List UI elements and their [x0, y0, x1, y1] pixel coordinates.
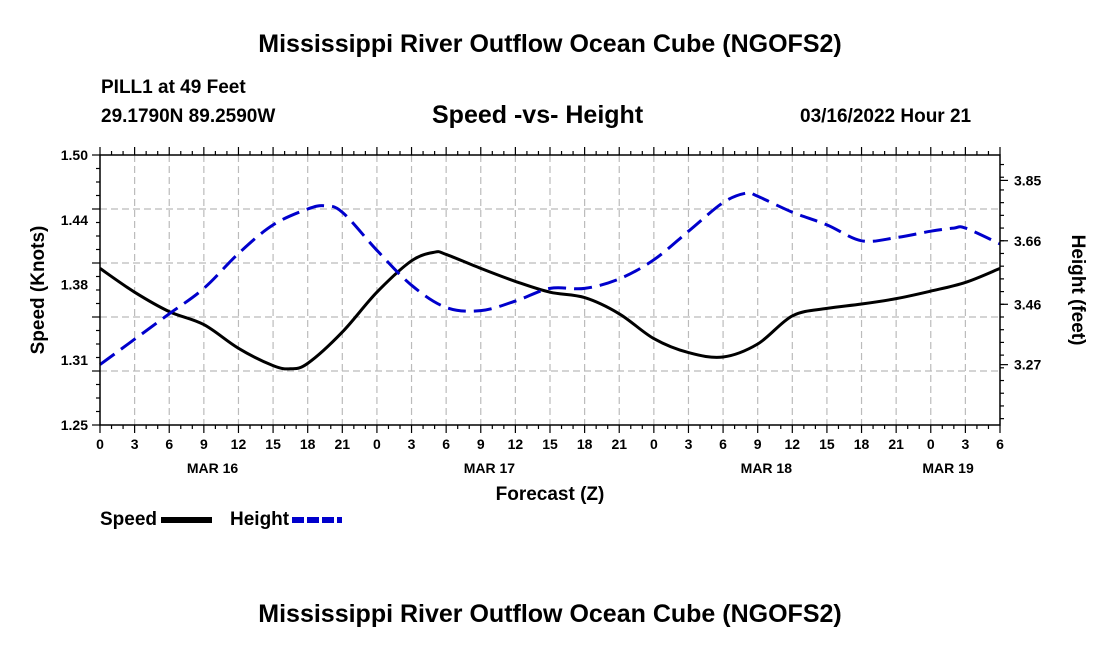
x-tick-label: 9 — [754, 436, 762, 452]
x-tick-label: 18 — [577, 436, 593, 452]
y-tick-label: 1.31 — [61, 352, 88, 368]
station-name: PILL1 at 49 Feet — [101, 77, 246, 98]
x-tick-label: 6 — [165, 436, 173, 452]
x-tick-label: 18 — [300, 436, 316, 452]
x-tick-label: 21 — [888, 436, 904, 452]
speed-height-chart: 0 3 6 9 12 15 18 21 0 3 6 9 12 15 18 21 0 3 6 9 12 15 18 21 0 3 6M… — [28, 147, 1088, 530]
x-tick-label: 0 — [96, 436, 104, 452]
y-tick-label: 1.44 — [61, 212, 88, 228]
y-tick-label: 1.25 — [61, 417, 88, 433]
x-tick-label: 15 — [542, 436, 558, 452]
x-tick-label: 6 — [996, 436, 1004, 452]
chart-subtitle: Speed -vs- Height — [432, 101, 644, 129]
x-tick-label: 0 — [373, 436, 381, 452]
x-tick-label: 6 — [442, 436, 450, 452]
series-speed-line — [99, 250, 1001, 371]
x-tick-label: 6 — [719, 436, 727, 452]
chart-title: Mississippi River Outflow Ocean Cube (NG… — [258, 30, 842, 58]
forecast-datetime: 03/16/2022 Hour 21 — [800, 106, 972, 127]
y-tick-label: 1.38 — [61, 277, 88, 293]
y-axis-title: Speed (Knots) — [28, 226, 49, 355]
y2-tick-label: 3.46 — [1014, 296, 1041, 312]
x-tick-label: 15 — [265, 436, 281, 452]
y2-axis-title: Height (feet) — [1067, 235, 1088, 346]
x-tick-label: 0 — [650, 436, 658, 452]
x-tick-label: 18 — [854, 436, 870, 452]
y2-tick-label: 3.66 — [1014, 233, 1041, 249]
y2-tick-label: 3.85 — [1014, 172, 1041, 188]
legend-speed-label: Speed — [100, 509, 157, 530]
legend: Speed Height — [100, 509, 342, 530]
x-tick-label: 12 — [785, 436, 801, 452]
axis-labels: 0 3 6 9 12 15 18 21 0 3 6 9 12 15 18 21 0 3 6 9 12 15 18 21 0 3 6M… — [61, 147, 1042, 476]
y2-tick-label: 3.27 — [1014, 357, 1041, 373]
grid-lines — [100, 155, 1000, 425]
x-tick-label: 15 — [819, 436, 835, 452]
x-tick-label: 9 — [477, 436, 485, 452]
x-tick-label: 0 — [927, 436, 935, 452]
x-tick-label: 3 — [685, 436, 693, 452]
x-axis-title: Forecast (Z) — [496, 484, 605, 505]
x-tick-label: 3 — [408, 436, 416, 452]
date-label: MAR 19 — [922, 460, 974, 476]
date-label: MAR 17 — [464, 460, 516, 476]
legend-height-label: Height — [230, 509, 290, 530]
series-layer — [99, 191, 1001, 371]
x-tick-label: 21 — [611, 436, 627, 452]
x-tick-label: 3 — [131, 436, 139, 452]
x-tick-label: 21 — [335, 436, 351, 452]
x-tick-label: 12 — [508, 436, 524, 452]
axes — [92, 147, 1008, 433]
series-height-line — [99, 191, 1001, 366]
footer-title: Mississippi River Outflow Ocean Cube (NG… — [258, 600, 842, 628]
station-coords: 29.1790N 89.2590W — [101, 106, 276, 127]
x-tick-label: 9 — [200, 436, 208, 452]
date-label: MAR 18 — [741, 460, 793, 476]
x-tick-label: 3 — [961, 436, 969, 452]
date-label: MAR 16 — [187, 460, 239, 476]
x-tick-label: 12 — [231, 436, 247, 452]
y-tick-label: 1.50 — [61, 147, 88, 163]
